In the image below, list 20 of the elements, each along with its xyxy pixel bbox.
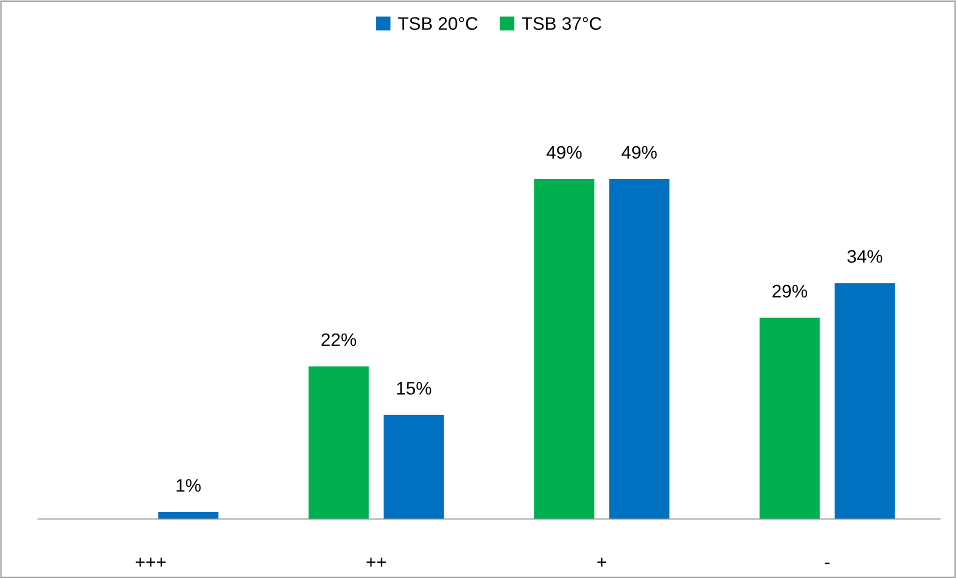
bar <box>834 283 895 519</box>
bar <box>384 414 444 519</box>
data-label: 29% <box>772 284 808 298</box>
bar <box>158 512 218 519</box>
data-label: 1% <box>176 479 201 492</box>
x-tick-label: +++ <box>136 558 166 567</box>
bar <box>609 179 670 519</box>
legend-label: TSB 20°C <box>398 17 478 30</box>
bar <box>308 366 369 519</box>
data-label: 15% <box>397 382 432 395</box>
data-label: 49% <box>622 146 657 159</box>
x-tick-label: + <box>597 558 606 567</box>
data-label: 49% <box>546 146 582 159</box>
data-label: 22% <box>322 333 356 346</box>
legend-label: TSB 37°C <box>522 17 602 30</box>
bar <box>760 318 820 519</box>
x-tick-label: ++ <box>366 558 386 567</box>
bar <box>534 179 594 519</box>
x-tick-label: - <box>825 562 830 564</box>
data-label: 34% <box>847 250 882 263</box>
